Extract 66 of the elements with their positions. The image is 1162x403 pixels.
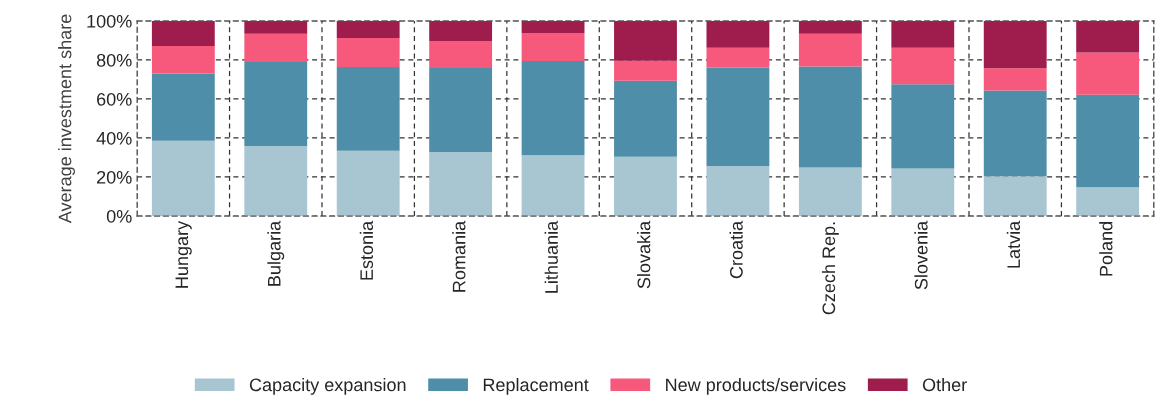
legend-label: New products/services — [666, 377, 846, 395]
y-tick-label: 60% — [97, 92, 132, 106]
bar — [798, 66, 862, 168]
x-tick-label: Slovenia — [914, 220, 928, 290]
bar — [336, 20, 400, 38]
x-tick-label: Lithuania — [544, 220, 558, 293]
bar — [151, 73, 215, 141]
bar — [706, 67, 770, 167]
bar — [244, 61, 308, 146]
bar — [336, 66, 400, 151]
bar — [336, 150, 400, 217]
bar — [336, 37, 400, 67]
bar — [521, 60, 585, 156]
bar — [983, 90, 1047, 177]
x-tick-label: Estonia — [359, 220, 374, 280]
x-tick-label: Slovakia — [637, 220, 651, 289]
bar — [1076, 187, 1140, 217]
bar — [798, 167, 862, 217]
bar — [798, 20, 862, 34]
bar — [151, 140, 215, 217]
legend-label: Capacity expansion — [249, 377, 406, 395]
bar — [429, 152, 493, 217]
x-tick-label: Romania — [452, 220, 466, 292]
bar — [1076, 20, 1140, 53]
bar — [891, 20, 955, 48]
bar — [151, 20, 215, 47]
y-tick-label: 80% — [96, 53, 132, 67]
bar — [429, 67, 493, 153]
bar — [798, 33, 862, 67]
bar — [244, 145, 308, 217]
bar — [429, 41, 493, 68]
bar — [891, 47, 955, 85]
bar — [983, 20, 1047, 69]
bar — [614, 20, 677, 61]
bar — [706, 166, 770, 217]
bar — [151, 46, 215, 74]
bar — [706, 47, 770, 68]
x-tick-label: Latvia — [1006, 220, 1021, 268]
x-tick-label: Bulgaria — [267, 220, 285, 286]
bar — [244, 20, 308, 34]
bar — [521, 155, 585, 217]
bar — [1076, 52, 1140, 95]
bar — [706, 20, 770, 48]
y-tick-label: 100% — [87, 14, 132, 28]
x-tick-label: Poland — [1099, 222, 1113, 276]
bar — [429, 20, 493, 42]
legend-label: Replacement — [483, 377, 589, 395]
bar — [614, 60, 677, 81]
bar — [891, 168, 955, 217]
bar — [614, 80, 677, 157]
x-tick-label: Czech Rep. — [821, 222, 839, 315]
bar — [521, 33, 585, 61]
x-tick-label: Croatia — [729, 220, 743, 279]
bar — [1076, 94, 1140, 188]
bar — [891, 84, 955, 169]
y-tick-label: 20% — [97, 170, 132, 184]
y-tick-label: 0% — [106, 209, 132, 223]
bar — [244, 33, 308, 62]
bar — [983, 176, 1047, 217]
legend-label: Other — [922, 377, 967, 392]
x-tick-label: Hungary — [175, 220, 192, 288]
bar — [521, 20, 585, 34]
y-axis-title: Average investment share — [58, 14, 75, 224]
y-tick-label: 40% — [96, 131, 132, 145]
bar — [614, 156, 677, 217]
bar — [983, 68, 1047, 91]
